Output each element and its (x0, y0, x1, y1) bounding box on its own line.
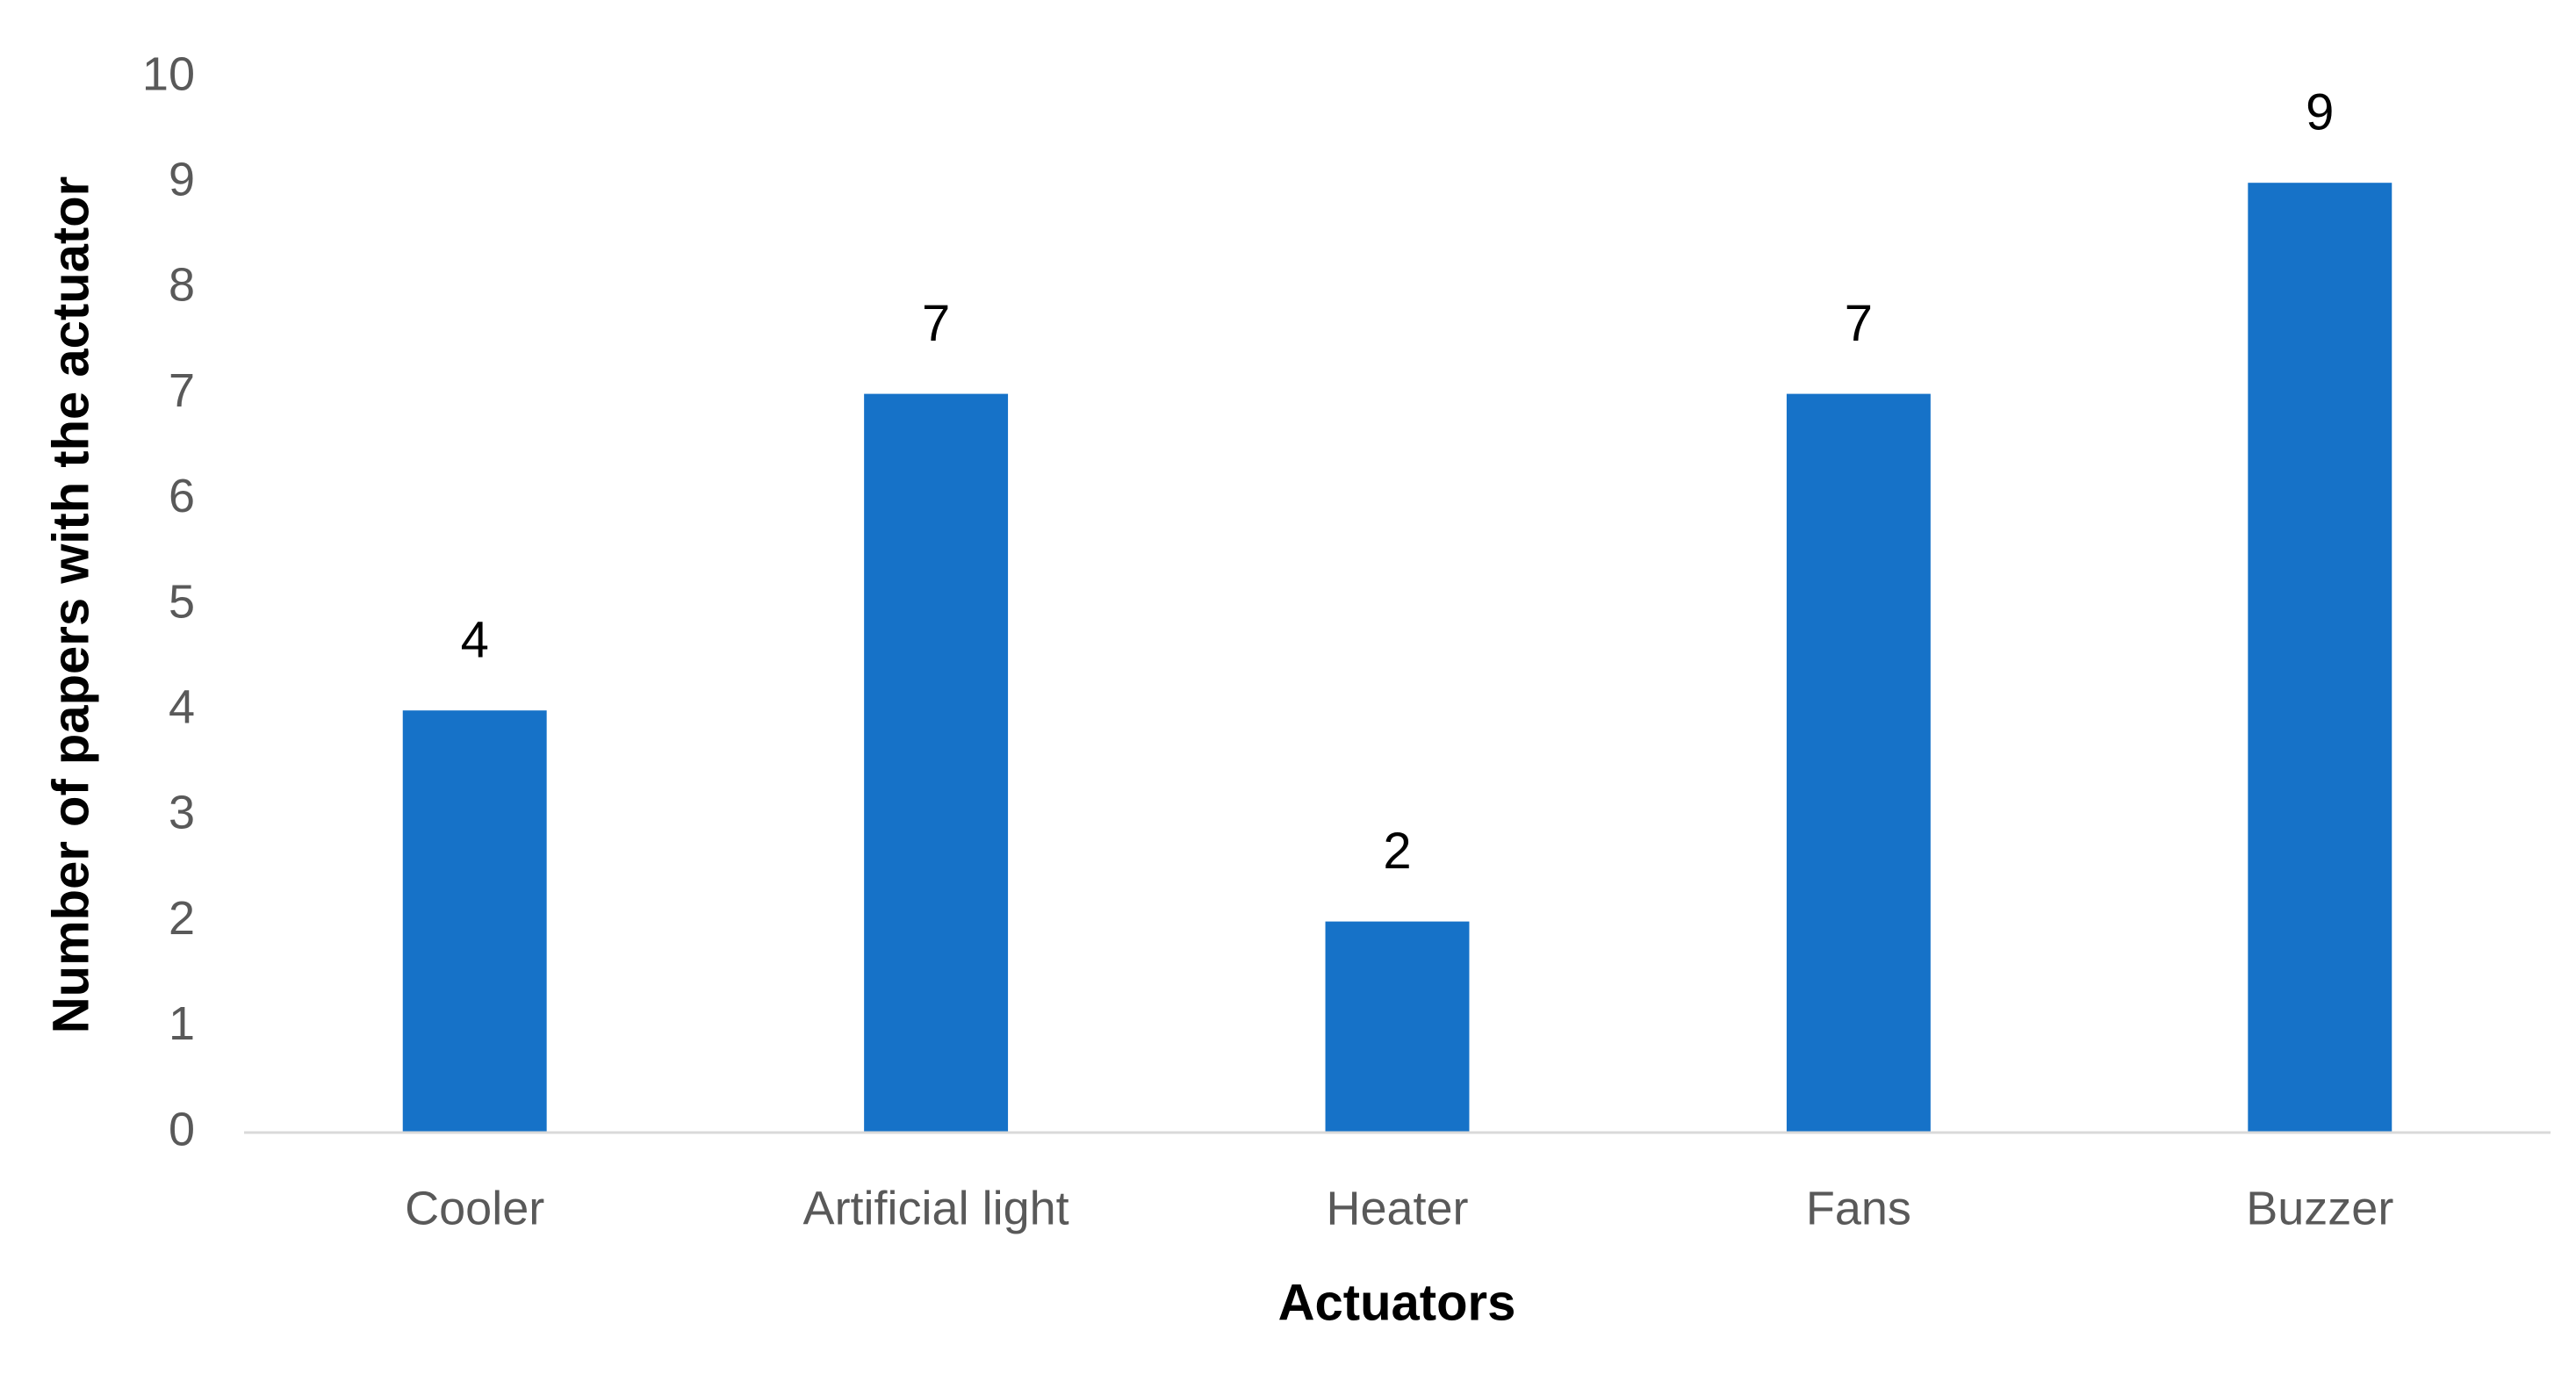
value-label: 4 (461, 612, 489, 669)
y-tick-label: 7 (169, 364, 195, 417)
value-label: 2 (1383, 823, 1411, 880)
bar (864, 393, 1009, 1133)
y-tick-label: 2 (169, 892, 195, 945)
bar (1325, 921, 1470, 1133)
y-axis-title: Number of papers with the actuator (42, 176, 99, 1033)
bar (2248, 183, 2393, 1133)
y-tick-label: 9 (169, 153, 195, 205)
x-tick-label: Fans (1806, 1182, 1911, 1234)
y-tick-label: 8 (169, 259, 195, 312)
y-tick-label: 4 (169, 680, 195, 733)
x-tick-label: Buzzer (2246, 1182, 2393, 1234)
x-tick-label: Artificial light (803, 1182, 1069, 1234)
y-tick-label: 5 (169, 575, 195, 628)
value-label: 7 (1845, 295, 1873, 352)
y-tick-label: 3 (169, 787, 195, 839)
y-tick-label: 6 (169, 470, 195, 522)
x-axis-title: Actuators (1278, 1274, 1516, 1331)
y-tick-label: 10 (142, 47, 195, 100)
y-tick-label: 1 (169, 997, 195, 1050)
y-tick-label: 0 (169, 1103, 195, 1155)
x-tick-label: Heater (1326, 1182, 1468, 1234)
value-label: 7 (922, 295, 950, 352)
bar (402, 710, 547, 1133)
x-tick-label: Cooler (405, 1182, 544, 1234)
value-label: 9 (2306, 84, 2334, 141)
bar (1786, 393, 1931, 1133)
